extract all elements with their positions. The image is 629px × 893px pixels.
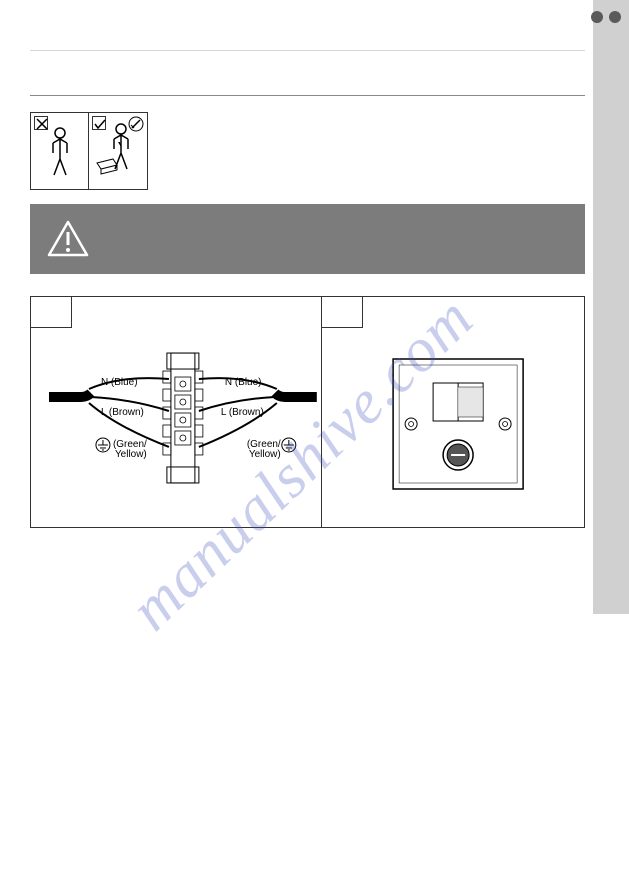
wire-earth-label-r2: Yellow): [249, 449, 281, 460]
wire-earth-label-2: Yellow): [115, 449, 147, 460]
wire-n-label: N (Blue): [101, 377, 138, 388]
wire-n-label-r: N (Blue): [225, 377, 262, 388]
step-number-box: [30, 296, 72, 328]
wire-l-label: L (Brown): [101, 407, 144, 418]
safety-electrician: [89, 113, 147, 189]
wire-l-label-r: L (Brown): [221, 407, 264, 418]
page-tabs: [591, 10, 623, 28]
safety-no-diy: [31, 113, 89, 189]
person-icon: [41, 123, 79, 179]
page-content: N (Blue) L (Brown) (Green/ Yellow) N (Bl…: [30, 0, 585, 528]
terminal-block-wiring: N (Blue) L (Brown) (Green/ Yellow) N (Bl…: [31, 297, 321, 527]
divider-light: [30, 50, 585, 51]
divider-dark: [30, 95, 585, 96]
fused-spur-plate: [322, 297, 584, 527]
step-number-box: [321, 296, 363, 328]
warning-triangle-icon: [46, 219, 90, 259]
fused-spur-diagram: [322, 297, 584, 527]
screwdriver-icon: [128, 116, 144, 132]
tab-dot: [591, 11, 603, 23]
warning-bar: [30, 204, 585, 274]
sidebar-tab-strip: [593, 0, 629, 614]
safety-installer-box: [30, 112, 148, 190]
wiring-diagram: N (Blue) L (Brown) (Green/ Yellow) N (Bl…: [31, 297, 322, 527]
installation-diagrams: N (Blue) L (Brown) (Green/ Yellow) N (Bl…: [30, 296, 585, 528]
cross-icon: [34, 116, 48, 130]
tab-dot: [609, 11, 621, 23]
check-icon: [92, 116, 106, 130]
